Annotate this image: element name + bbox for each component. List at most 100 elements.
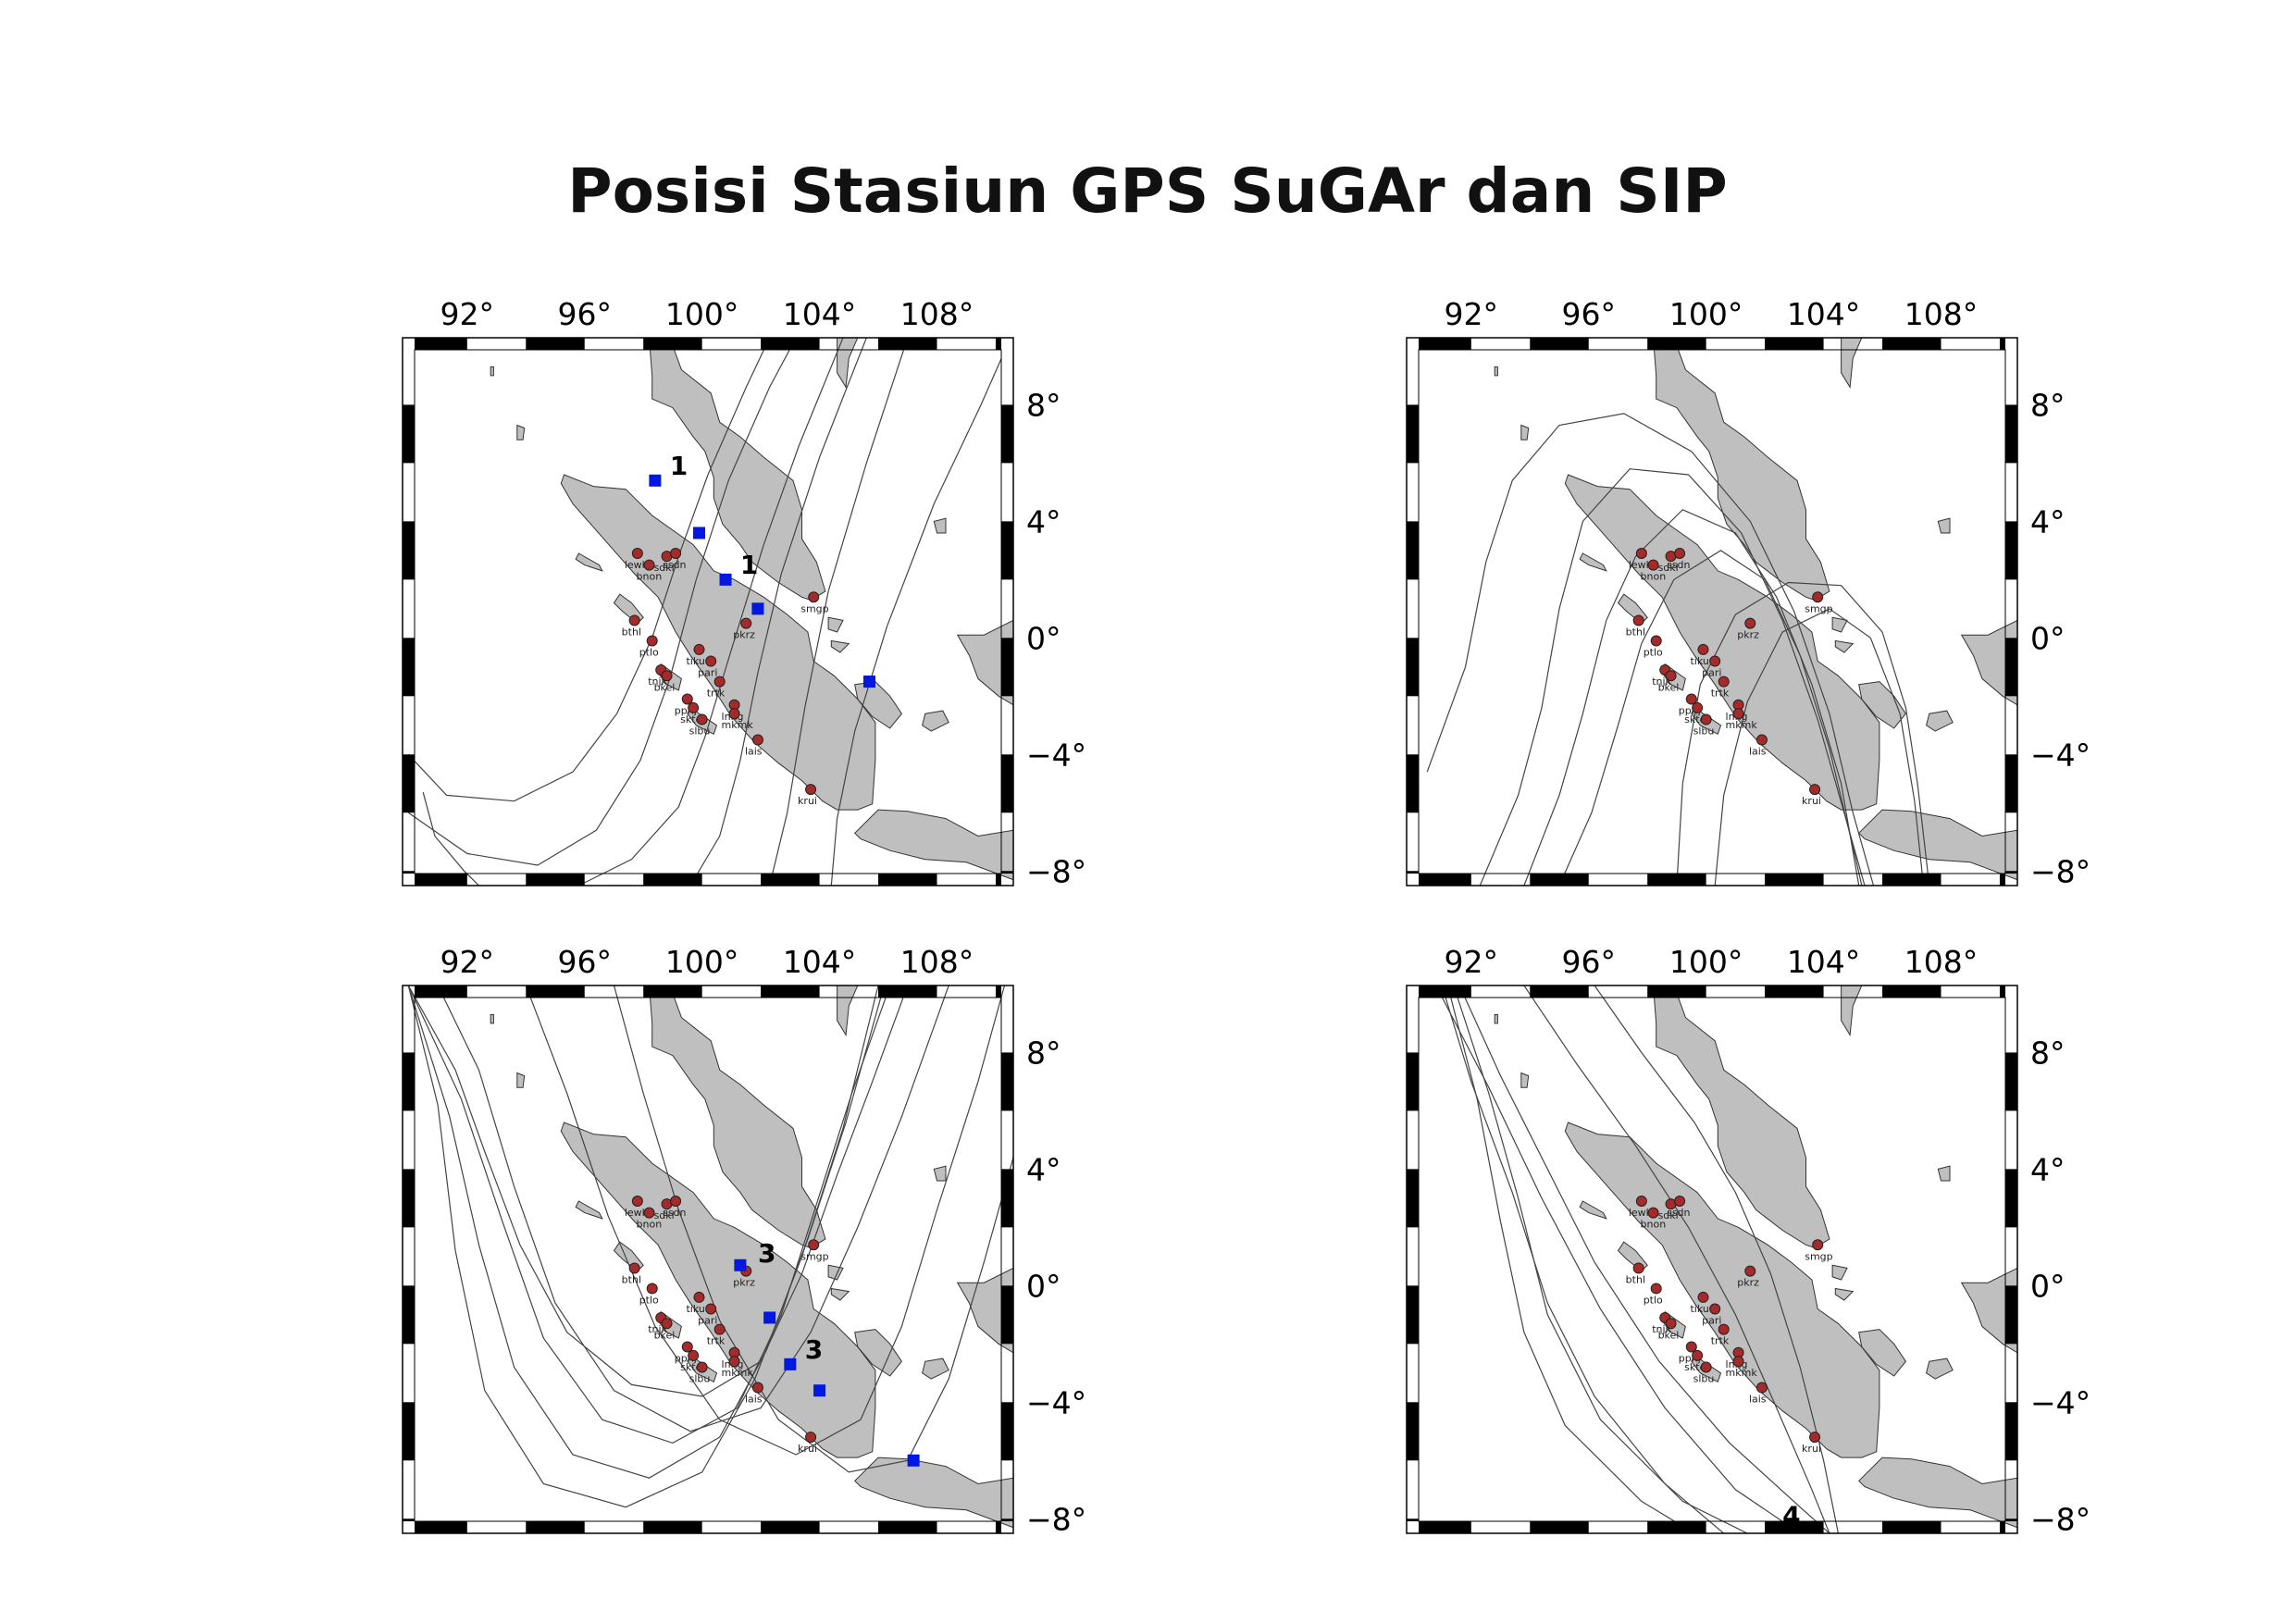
station-label: pari xyxy=(1702,1315,1721,1327)
station-marker xyxy=(696,713,708,725)
latitude-tick-label: 8° xyxy=(2030,1035,2066,1071)
latitude-tick-label: −4° xyxy=(2030,737,2090,773)
latitude-tick-label: −8° xyxy=(1026,853,1086,889)
map-panel-top-right: lewk bnon sdkl ssdn bthl ptlo tiku pari tnjk bkel… xyxy=(1356,296,2096,907)
station-label: sdkl xyxy=(1658,1209,1679,1221)
longitude-tick-label: 92° xyxy=(1445,296,1499,332)
station-marker xyxy=(728,708,740,720)
satellite-number-label: 1 xyxy=(740,550,758,580)
latitude-tick-label: −4° xyxy=(1026,1384,1086,1420)
land-lingga xyxy=(1834,639,1855,653)
station-marker xyxy=(1665,1318,1677,1330)
longitude-tick-label: 96° xyxy=(557,944,612,980)
land-andaman xyxy=(490,1014,494,1024)
station-label: pkrz xyxy=(1737,629,1759,641)
station-marker xyxy=(1650,1283,1662,1295)
sip-marker xyxy=(763,1311,776,1324)
land-java xyxy=(1857,1457,2017,1529)
station-marker xyxy=(1755,734,1768,746)
page-title: Posisi Stasiun GPS SuGAr dan SIP xyxy=(567,155,1728,227)
satellite-track xyxy=(1676,581,1930,886)
station-marker xyxy=(1697,1291,1709,1303)
station-marker xyxy=(751,734,763,746)
station-marker xyxy=(805,1432,817,1444)
latitude-tick-label: 8° xyxy=(2030,387,2066,423)
station-marker xyxy=(693,643,705,655)
station-marker xyxy=(646,1283,658,1295)
land-belitung xyxy=(922,710,949,732)
station-label: tiku xyxy=(1690,655,1708,667)
station-marker xyxy=(1685,693,1697,705)
land-simeulue xyxy=(575,552,603,572)
station-label: bthl xyxy=(1626,1273,1645,1285)
station-label: lewk xyxy=(625,1207,649,1219)
sip-marker xyxy=(863,676,876,688)
station-label: ptlo xyxy=(639,1294,659,1306)
station-label: smgp xyxy=(1805,602,1832,614)
map-svg: lewkbnonsdklssdnbthlptlotikuparitnjkbkel… xyxy=(402,944,1086,1537)
land-andaman xyxy=(490,366,494,377)
station-marker xyxy=(643,559,655,571)
station-label: tiku xyxy=(1690,1303,1708,1315)
station-label: bthl xyxy=(1626,626,1645,638)
station-label: lais xyxy=(1749,1394,1767,1406)
land-natuna xyxy=(1937,1165,1951,1182)
longitude-tick-label: 100° xyxy=(1669,944,1743,980)
station-label: bnon xyxy=(637,1219,663,1231)
station-label: pari xyxy=(698,1315,717,1327)
station-marker xyxy=(1718,676,1730,688)
station-marker xyxy=(696,1361,708,1373)
land-simeulue xyxy=(575,1200,603,1220)
latitude-tick-label: 4° xyxy=(1026,503,1061,539)
land-lingga xyxy=(830,639,850,653)
longitude-tick-label: 96° xyxy=(1561,944,1616,980)
station-label: ptlo xyxy=(1644,646,1663,658)
satellite-track xyxy=(769,338,909,886)
land-riau1 xyxy=(1831,1264,1848,1281)
station-marker xyxy=(1744,617,1756,629)
station-label: smgp xyxy=(1805,1250,1832,1262)
station-label: bnon xyxy=(1641,571,1667,583)
station-label: lewk xyxy=(1629,1207,1653,1219)
latitude-tick-label: 0° xyxy=(1026,1268,1061,1304)
latitude-tick-label: 4° xyxy=(2030,503,2066,539)
station-label: skte xyxy=(1684,1361,1706,1373)
station-marker xyxy=(1809,784,1821,796)
land-belitung xyxy=(1926,710,1954,732)
station-label: slbu xyxy=(1693,1373,1715,1385)
land-malaya xyxy=(1652,986,1830,1248)
land-natuna xyxy=(933,517,947,534)
station-label: lewk xyxy=(1629,559,1653,571)
station-marker xyxy=(1647,559,1659,571)
map-frame xyxy=(1406,985,2018,1534)
station-marker xyxy=(808,1239,820,1251)
station-marker xyxy=(1812,1239,1824,1251)
map-frame xyxy=(1406,337,2018,886)
longitude-tick-label: 92° xyxy=(440,944,495,980)
station-label: trtk xyxy=(707,1335,726,1347)
satellite-track xyxy=(1523,986,1830,1533)
land-bangka xyxy=(1858,1329,1907,1377)
station-marker xyxy=(713,676,726,688)
land-nicobar xyxy=(516,424,526,440)
map-panel-bottom-left: lewk bnon sdkl ssdn bthl ptlo tiku pari tnjk bkel… xyxy=(352,944,1092,1555)
station-label: krui xyxy=(798,795,817,807)
map-svg: lewkbnonsdklssdnbthlptlotikuparitnjkbkel… xyxy=(402,296,1086,889)
station-label: tiku xyxy=(686,1303,704,1315)
satellite-track xyxy=(1435,986,1801,1533)
sip-marker xyxy=(813,1384,826,1397)
station-marker xyxy=(751,1382,763,1394)
latitude-tick-label: 0° xyxy=(1026,620,1061,656)
station-label: trtk xyxy=(707,688,726,700)
sip-marker xyxy=(692,527,705,539)
land-malaya xyxy=(648,338,826,601)
map-svg: lewkbnonsdklssdnbthlptlotikuparitnjkbkel… xyxy=(1406,944,2090,1537)
land-bangka xyxy=(854,1329,903,1377)
latitude-tick-label: −8° xyxy=(1026,1501,1086,1537)
sip-marker xyxy=(907,1454,920,1467)
map-panel-top-left: lewk bnon sdkl ssdn bthl ptlo tiku pari tnjk bkel… xyxy=(352,296,1092,907)
sip-marker xyxy=(751,602,764,615)
station-label: trtk xyxy=(1711,1335,1730,1347)
sip-marker xyxy=(719,573,732,586)
satellite-track xyxy=(689,338,867,886)
